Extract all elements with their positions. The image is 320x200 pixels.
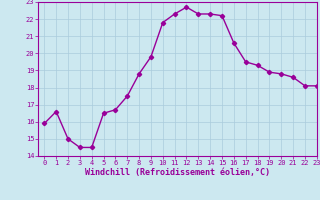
X-axis label: Windchill (Refroidissement éolien,°C): Windchill (Refroidissement éolien,°C) xyxy=(85,168,270,177)
